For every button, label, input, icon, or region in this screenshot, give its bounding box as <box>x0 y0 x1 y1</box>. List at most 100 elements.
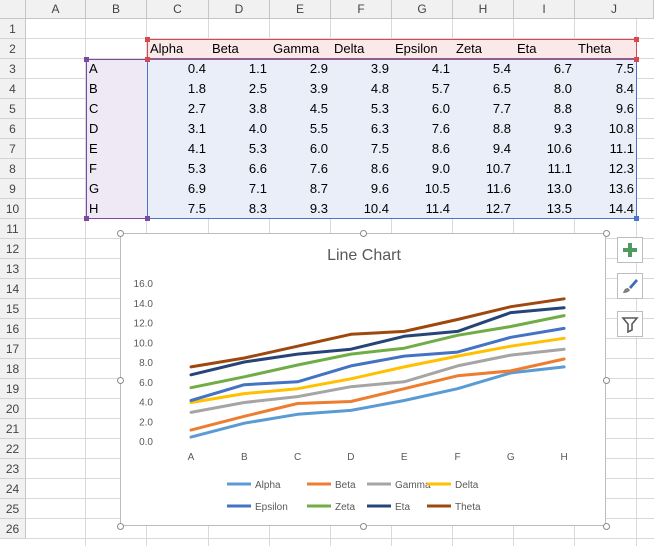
row-header-7[interactable]: 7 <box>0 139 26 159</box>
value-cell[interactable]: 0.4 <box>187 61 206 76</box>
value-cell[interactable]: 5.5 <box>309 121 328 136</box>
value-cell[interactable]: 7.6 <box>309 161 328 176</box>
range-handle[interactable] <box>634 57 639 62</box>
legend-label[interactable]: Eta <box>395 502 410 513</box>
series-line-delta[interactable] <box>189 336 566 404</box>
row-header-5[interactable]: 5 <box>0 99 26 119</box>
series-line-eta[interactable] <box>189 306 566 377</box>
value-cell[interactable]: 7.6 <box>431 121 450 136</box>
value-cell[interactable]: 8.6 <box>370 161 389 176</box>
value-cell[interactable]: 13.0 <box>546 181 572 196</box>
column-header-I[interactable]: I <box>514 0 575 19</box>
value-cell[interactable]: 6.5 <box>492 81 511 96</box>
value-cell[interactable]: 13.5 <box>546 201 572 216</box>
range-handle[interactable] <box>634 216 639 221</box>
row-header-9[interactable]: 9 <box>0 179 26 199</box>
value-cell[interactable]: 11.1 <box>609 141 634 156</box>
value-cell[interactable]: 8.3 <box>248 201 267 216</box>
value-cell[interactable]: 4.8 <box>370 81 389 96</box>
value-cell[interactable]: 7.7 <box>492 101 511 116</box>
row-header-13[interactable]: 13 <box>0 259 26 279</box>
row-label-cell[interactable]: H <box>89 201 99 216</box>
value-cell[interactable]: 8.8 <box>553 101 572 116</box>
value-cell[interactable]: 2.9 <box>309 61 328 76</box>
value-cell[interactable]: 7.5 <box>615 61 634 76</box>
value-cell[interactable]: 10.5 <box>424 181 450 196</box>
value-cell[interactable]: 9.6 <box>615 101 634 116</box>
row-header-19[interactable]: 19 <box>0 379 26 399</box>
row-header-22[interactable]: 22 <box>0 439 26 459</box>
series-line-epsilon[interactable] <box>189 326 566 402</box>
chart-resize-handle[interactable] <box>360 230 367 237</box>
column-header-H[interactable]: H <box>453 0 514 19</box>
value-cell[interactable]: 4.1 <box>187 141 206 156</box>
chart-resize-handle[interactable] <box>117 523 124 530</box>
value-cell[interactable]: 4.1 <box>431 61 450 76</box>
chart-resize-handle[interactable] <box>603 230 610 237</box>
header-cell[interactable]: Gamma <box>273 41 320 56</box>
range-handle[interactable] <box>634 37 639 42</box>
select-all-corner[interactable] <box>0 0 26 19</box>
value-cell[interactable]: 8.0 <box>553 81 572 96</box>
range-handle[interactable] <box>84 216 89 221</box>
header-cell[interactable]: Theta <box>578 41 612 56</box>
row-label-cell[interactable]: D <box>89 121 99 136</box>
value-cell[interactable]: 9.3 <box>553 121 572 136</box>
row-header-15[interactable]: 15 <box>0 299 26 319</box>
range-handle[interactable] <box>145 57 150 62</box>
column-header-A[interactable]: A <box>26 0 86 19</box>
header-cell[interactable]: Beta <box>212 41 239 56</box>
row-header-6[interactable]: 6 <box>0 119 26 139</box>
value-cell[interactable]: 10.8 <box>608 121 634 136</box>
column-header-G[interactable]: G <box>392 0 453 19</box>
row-label-cell[interactable]: E <box>89 141 98 156</box>
value-cell[interactable]: 14.4 <box>608 201 634 216</box>
chart-filters-button[interactable] <box>617 311 643 337</box>
row-header-4[interactable]: 4 <box>0 79 26 99</box>
row-header-18[interactable]: 18 <box>0 359 26 379</box>
value-cell[interactable]: 10.4 <box>363 201 389 216</box>
legend-label[interactable]: Alpha <box>255 480 281 491</box>
row-header-8[interactable]: 8 <box>0 159 26 179</box>
value-cell[interactable]: 11.4 <box>425 201 450 216</box>
value-cell[interactable]: 7.5 <box>370 141 389 156</box>
value-cell[interactable]: 3.9 <box>370 61 389 76</box>
row-header-2[interactable]: 2 <box>0 39 26 59</box>
row-header-14[interactable]: 14 <box>0 279 26 299</box>
value-cell[interactable]: 5.4 <box>492 61 511 76</box>
range-handle[interactable] <box>145 216 150 221</box>
value-cell[interactable]: 12.3 <box>608 161 634 176</box>
value-cell[interactable]: 12.7 <box>485 201 511 216</box>
value-cell[interactable]: 5.3 <box>187 161 206 176</box>
legend-label[interactable]: Gamma <box>395 480 431 491</box>
value-cell[interactable]: 11.1 <box>547 161 572 176</box>
value-cell[interactable]: 8.4 <box>615 81 634 96</box>
header-cell[interactable]: Delta <box>334 41 365 56</box>
chart-styles-button[interactable] <box>617 273 643 299</box>
value-cell[interactable]: 5.3 <box>370 101 389 116</box>
value-cell[interactable]: 5.3 <box>248 141 267 156</box>
chart-resize-handle[interactable] <box>117 376 124 384</box>
header-cell[interactable]: Epsilon <box>395 41 438 56</box>
value-cell[interactable]: 8.6 <box>431 141 450 156</box>
series-line-alpha[interactable] <box>189 365 566 439</box>
value-cell[interactable]: 13.6 <box>608 181 634 196</box>
chart-title[interactable]: Line Chart <box>327 247 401 264</box>
row-header-10[interactable]: 10 <box>0 199 26 219</box>
row-header-11[interactable]: 11 <box>0 219 26 239</box>
series-line-gamma[interactable] <box>189 347 566 414</box>
value-cell[interactable]: 10.6 <box>546 141 572 156</box>
row-label-cell[interactable]: G <box>89 181 100 196</box>
row-header-21[interactable]: 21 <box>0 419 26 439</box>
column-header-B[interactable]: B <box>86 0 147 19</box>
value-cell[interactable]: 7.5 <box>187 201 206 216</box>
row-header-26[interactable]: 26 <box>0 519 26 539</box>
value-cell[interactable]: 7.1 <box>248 181 267 196</box>
value-cell[interactable]: 9.4 <box>492 141 511 156</box>
row-header-12[interactable]: 12 <box>0 239 26 259</box>
header-cell[interactable]: Zeta <box>456 41 483 56</box>
header-cell[interactable]: Alpha <box>150 41 184 56</box>
legend-label[interactable]: Delta <box>455 480 479 491</box>
legend-label[interactable]: Epsilon <box>255 502 288 513</box>
value-cell[interactable]: 2.5 <box>248 81 267 96</box>
